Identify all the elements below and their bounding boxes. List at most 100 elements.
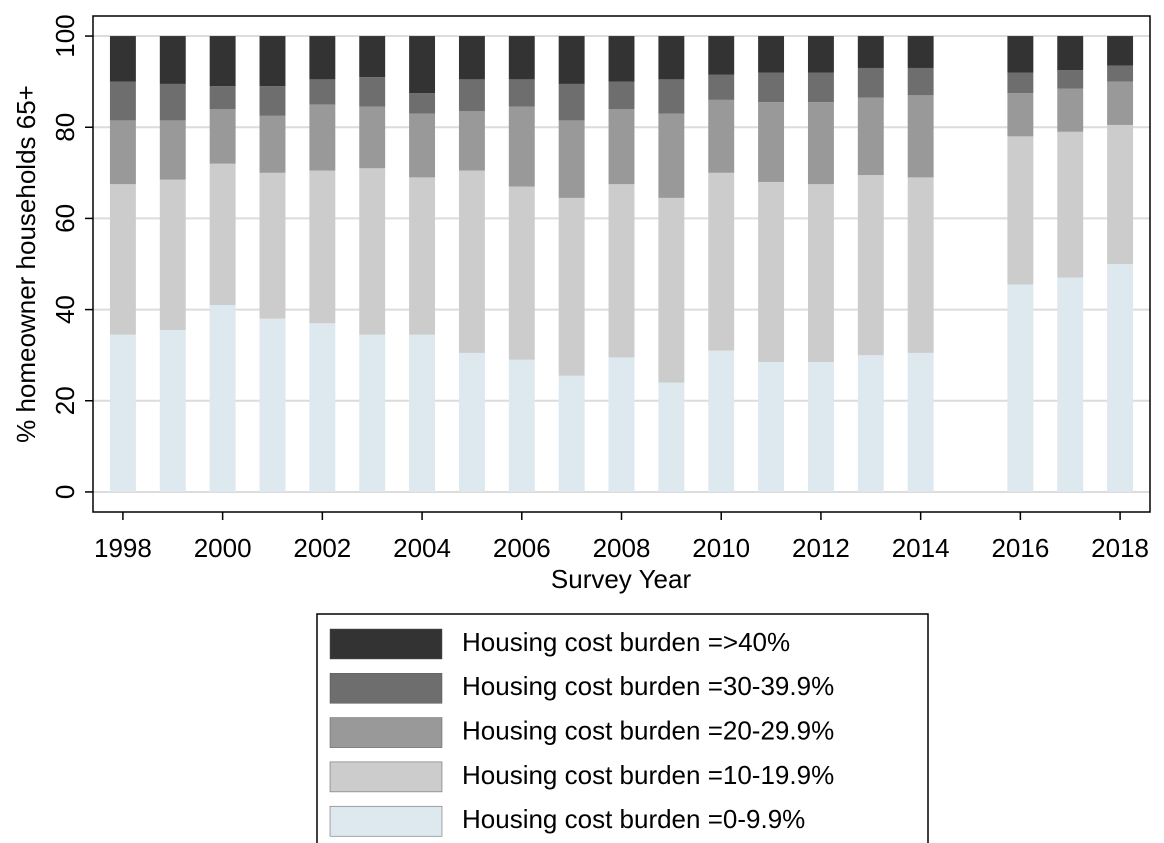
bar-segment	[907, 177, 934, 353]
bar-segment	[1107, 264, 1134, 492]
bar-segment	[907, 67, 934, 96]
bar-segment	[159, 120, 186, 180]
x-tick-label: 2018	[1091, 533, 1149, 563]
bar-segment	[558, 83, 585, 121]
bar-segment	[159, 330, 186, 492]
bar-segment	[1007, 136, 1034, 285]
bar-segment	[558, 375, 585, 492]
bar-segment	[857, 355, 884, 492]
legend-swatch	[329, 761, 443, 793]
bar-segment	[1057, 131, 1084, 278]
bar-segment	[1007, 36, 1034, 73]
bar-segment	[708, 74, 735, 100]
legend-label: Housing cost burden =0-9.9%	[462, 804, 805, 834]
bar-segment	[209, 36, 236, 87]
y-axis-label: % homeowner households 65+	[11, 85, 41, 443]
bar-segment	[409, 334, 436, 492]
bar-segment	[109, 81, 136, 121]
legend-label: Housing cost burden =30-39.9%	[462, 671, 834, 701]
bar-segment	[558, 197, 585, 376]
bar-segment	[1007, 284, 1034, 492]
bar-segment	[508, 36, 535, 80]
bar-segment	[857, 97, 884, 176]
bar-segment	[458, 36, 485, 80]
bar-segment	[359, 36, 386, 78]
x-tick-label: 1998	[94, 533, 152, 563]
bar-segment	[458, 352, 485, 492]
bar-segment	[109, 36, 136, 82]
x-tick-label: 2008	[593, 533, 651, 563]
bar-segment	[309, 104, 336, 171]
bar-segment	[309, 323, 336, 492]
bar-segment	[209, 109, 236, 164]
bar-segment	[458, 170, 485, 353]
bar-segment	[708, 36, 735, 75]
y-tick-label: 40	[50, 295, 80, 324]
x-tick-label: 2014	[892, 533, 950, 563]
x-tick-label: 2012	[792, 533, 850, 563]
y-tick-label: 60	[50, 204, 80, 233]
bar-segment	[1057, 70, 1084, 89]
bar-segment	[259, 36, 286, 87]
legend-swatch	[329, 717, 443, 748]
bar-segment	[359, 77, 386, 107]
bar-segment	[359, 106, 386, 169]
bar-segment	[458, 111, 485, 171]
bar-segment	[758, 102, 785, 182]
bar-segment	[608, 36, 635, 82]
bar-segment	[907, 95, 934, 178]
bar-segment	[458, 79, 485, 112]
bar-segment	[658, 382, 685, 492]
bar-segment	[608, 109, 635, 185]
bar-segment	[807, 72, 834, 103]
bar-segment	[259, 318, 286, 492]
bar-segment	[658, 36, 685, 80]
bar-segment	[109, 184, 136, 335]
bar-segment	[807, 102, 834, 185]
y-tick-label: 0	[50, 485, 80, 499]
bar-segment	[309, 170, 336, 324]
bar-segment	[758, 181, 785, 363]
bar-segment	[1107, 36, 1134, 66]
bar-segment	[1007, 72, 1034, 94]
bar-segment	[658, 79, 685, 114]
bar-segment	[259, 172, 286, 319]
bar-segment	[409, 177, 436, 335]
bar-segment	[1057, 36, 1084, 71]
bar-segment	[359, 334, 386, 492]
bar-segment	[558, 36, 585, 84]
legend-label: Housing cost burden =>40%	[462, 627, 790, 657]
bar-segment	[608, 81, 635, 109]
bar-segment	[857, 175, 884, 356]
bar-segment	[159, 83, 186, 121]
bar-segment	[857, 36, 884, 68]
legend-label: Housing cost burden =10-19.9%	[462, 760, 834, 790]
y-tick-label: 20	[50, 386, 80, 415]
bar-segment	[658, 113, 685, 198]
bar-segment	[807, 36, 834, 73]
bar-segment	[1007, 93, 1034, 137]
x-tick-label: 2000	[194, 533, 252, 563]
bar-segment	[907, 36, 934, 68]
bar-segment	[758, 72, 785, 103]
x-tick-label: 2002	[293, 533, 351, 563]
bar-segment	[409, 36, 436, 94]
bar-segment	[708, 350, 735, 492]
bar-segment	[1057, 88, 1084, 132]
bar-segment	[807, 362, 834, 492]
bar-segment	[259, 86, 286, 116]
legend-swatch	[329, 673, 443, 704]
bar-segment	[1107, 81, 1134, 125]
bar-segment	[159, 36, 186, 84]
bar-segment	[708, 99, 735, 173]
bar-segment	[109, 120, 136, 185]
bar-segment	[259, 115, 286, 173]
bar-segment	[608, 184, 635, 358]
legend-swatch	[329, 805, 443, 837]
bar-segment	[409, 113, 436, 178]
bar-segment	[857, 67, 884, 98]
bar-segment	[1057, 277, 1084, 492]
x-tick-label: 2006	[493, 533, 551, 563]
bar-segment	[708, 172, 735, 351]
